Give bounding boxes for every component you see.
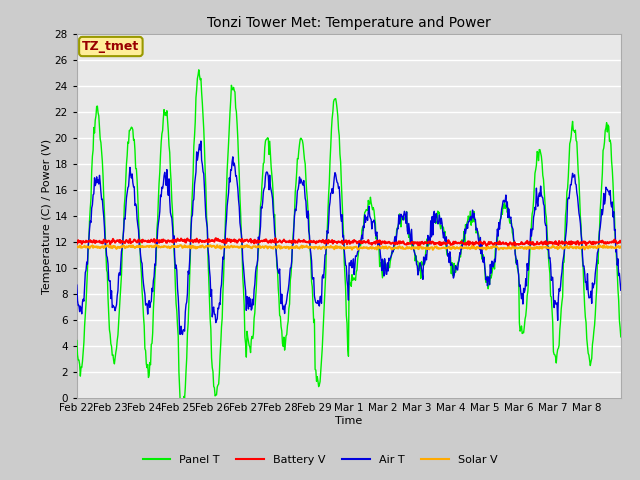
Text: TZ_tmet: TZ_tmet	[82, 40, 140, 53]
X-axis label: Time: Time	[335, 416, 362, 426]
Title: Tonzi Tower Met: Temperature and Power: Tonzi Tower Met: Temperature and Power	[207, 16, 491, 30]
Y-axis label: Temperature (C) / Power (V): Temperature (C) / Power (V)	[42, 138, 52, 294]
Legend: Panel T, Battery V, Air T, Solar V: Panel T, Battery V, Air T, Solar V	[138, 451, 502, 469]
